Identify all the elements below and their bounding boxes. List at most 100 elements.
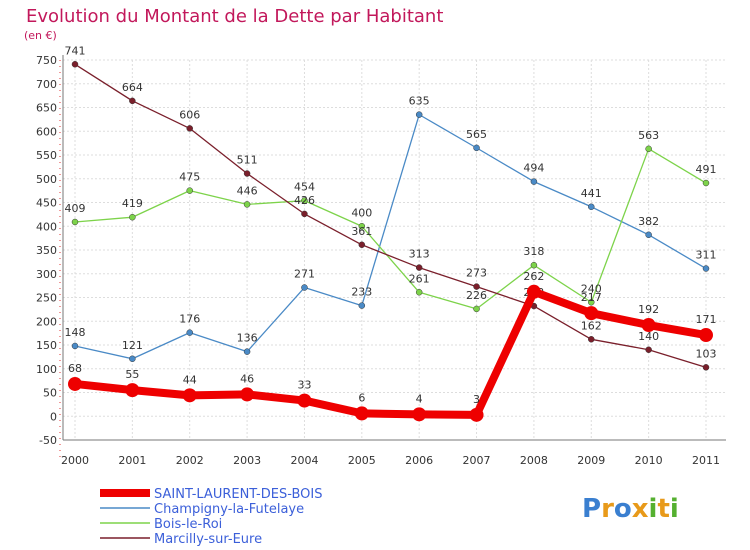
- y-tick-label: 600: [36, 125, 57, 138]
- data-label: 441: [581, 187, 602, 200]
- data-point: [702, 179, 710, 187]
- y-tick-label: 50: [43, 387, 57, 400]
- data-label: 233: [351, 286, 372, 299]
- x-tick-label: 2004: [290, 454, 318, 467]
- data-label: 311: [696, 249, 717, 262]
- y-tick-label: 350: [36, 244, 57, 257]
- data-label: 226: [466, 289, 487, 302]
- data-label: 419: [122, 197, 143, 210]
- data-point: [71, 218, 79, 226]
- legend-entry: Bois-le-Roi: [154, 517, 222, 532]
- data-point: [702, 265, 710, 272]
- x-tick-label: 2010: [635, 454, 663, 467]
- data-point: [358, 223, 366, 230]
- y-tick-label: 200: [36, 315, 57, 328]
- y-tick-label: 150: [36, 339, 57, 352]
- data-point: [415, 289, 423, 296]
- data-label: 313: [409, 248, 430, 261]
- data-point: [473, 283, 480, 290]
- y-tick-label: 750: [36, 54, 57, 67]
- data-label: 741: [65, 44, 86, 57]
- data-label: 271: [294, 268, 315, 281]
- data-point: [645, 231, 652, 239]
- data-point: [588, 336, 595, 343]
- series-line: [74, 287, 707, 419]
- x-tick-label: 2009: [577, 454, 605, 467]
- data-point: [186, 329, 193, 336]
- data-point: [243, 201, 251, 208]
- y-tick-label: 300: [36, 268, 57, 281]
- data-label: 3: [473, 393, 480, 406]
- data-point: [469, 407, 484, 422]
- data-point: [301, 197, 308, 204]
- data-label: 635: [409, 95, 430, 108]
- series-line: [74, 148, 707, 310]
- data-point: [129, 213, 136, 221]
- data-label: 33: [297, 379, 311, 392]
- x-tick-label: 2011: [692, 454, 720, 467]
- x-tick-label: 2001: [118, 454, 146, 467]
- data-point: [530, 261, 538, 269]
- data-point: [645, 346, 652, 353]
- data-point: [354, 406, 369, 421]
- logo-letter: i: [670, 494, 679, 524]
- data-point: [641, 318, 656, 333]
- data-label: 68: [68, 362, 82, 375]
- plot-background: [63, 60, 726, 440]
- data-label: 400: [351, 206, 372, 219]
- data-point: [358, 302, 366, 309]
- data-label: 262: [523, 270, 544, 283]
- data-point: [301, 210, 308, 218]
- data-point: [186, 187, 193, 194]
- data-point: [530, 178, 538, 185]
- logo-letter: o: [614, 494, 632, 524]
- data-point: [71, 61, 79, 68]
- legend-entry: Champigny-la-Futelaye: [154, 502, 304, 517]
- data-label: 140: [638, 330, 659, 343]
- data-label: 664: [122, 81, 143, 94]
- data-point: [240, 387, 255, 402]
- legend-entry: SAINT-LAURENT-DES-BOIS: [154, 487, 322, 502]
- series-line: [74, 113, 707, 360]
- data-label: 475: [179, 171, 200, 184]
- y-tick-label: 450: [36, 197, 57, 210]
- data-point: [588, 299, 595, 306]
- data-point: [129, 97, 136, 105]
- data-point: [412, 407, 427, 422]
- data-point: [415, 111, 423, 118]
- logo-letter: i: [649, 494, 658, 524]
- plot-area: -50 0 50 100 150 200 250 300 350 400 450 500 550 600 6…: [36, 44, 726, 467]
- data-point: [473, 305, 480, 313]
- data-label: 511: [237, 154, 258, 167]
- data-point: [129, 355, 136, 363]
- data-point: [526, 284, 541, 299]
- y-tick-label: 250: [36, 292, 57, 305]
- data-label: 273: [466, 267, 487, 280]
- data-label: 103: [696, 347, 717, 360]
- x-tick-label: 2002: [176, 454, 204, 467]
- data-point: [473, 144, 480, 152]
- data-label: 565: [466, 128, 487, 141]
- data-label: 261: [409, 272, 430, 285]
- data-label: 176: [179, 313, 200, 326]
- y-tick-label: 650: [36, 102, 57, 115]
- series-line: [74, 63, 707, 368]
- proxiti-logo: Proxiti: [582, 494, 679, 524]
- x-tick-label: 2007: [463, 454, 491, 467]
- y-tick-label: 100: [36, 363, 57, 376]
- data-label: 55: [125, 368, 139, 381]
- data-point: [301, 284, 308, 291]
- data-point: [415, 264, 423, 271]
- data-label: 171: [696, 313, 717, 326]
- logo-letter: t: [657, 494, 669, 524]
- data-label: 563: [638, 129, 659, 142]
- data-label: 446: [237, 184, 258, 197]
- data-label: 409: [65, 202, 86, 215]
- data-point: [699, 328, 713, 343]
- y-axis-unit: (en €): [24, 29, 57, 42]
- x-tick-label: 2003: [233, 454, 261, 467]
- x-tick-label: 2000: [61, 454, 89, 467]
- logo-letter: r: [601, 494, 614, 524]
